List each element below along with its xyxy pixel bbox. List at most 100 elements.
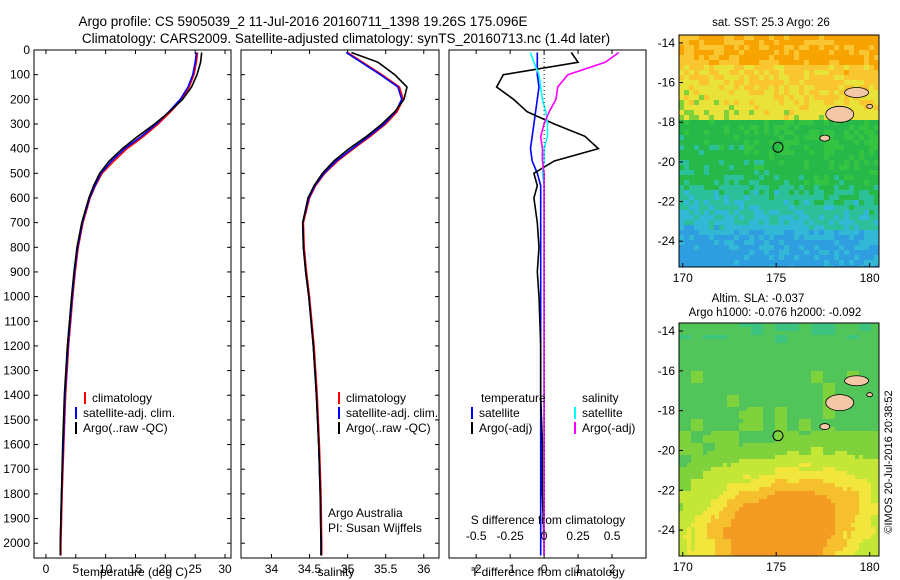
map-cell	[759, 180, 765, 186]
map-cell	[814, 205, 820, 211]
sla-map-title-line2: Argo h1000: -0.076 h2000: -0.092	[689, 307, 862, 319]
map-cell	[749, 135, 755, 141]
map-cell	[834, 125, 840, 131]
map-cell	[844, 155, 850, 161]
s-tick-label: -0.25	[496, 529, 524, 543]
map-cell	[874, 235, 879, 241]
map-cell	[791, 355, 796, 360]
map-cell	[683, 399, 688, 404]
map-cell	[683, 395, 688, 400]
map-cell	[863, 535, 868, 540]
map-cell	[703, 423, 708, 428]
map-cell	[799, 255, 805, 261]
map-cell	[689, 80, 695, 86]
map-cell	[803, 331, 808, 336]
map-cell	[729, 165, 735, 171]
map-cell	[804, 155, 810, 161]
map-cell	[779, 511, 784, 516]
map-cell	[703, 335, 708, 340]
map-cell	[764, 160, 770, 166]
map-cell	[727, 439, 732, 444]
map-cell	[719, 403, 724, 408]
map-cell	[719, 359, 724, 364]
map-cell	[783, 431, 788, 436]
map-cell	[691, 415, 696, 420]
map-cell	[759, 371, 764, 376]
map-cell	[719, 367, 724, 372]
map-cell	[679, 503, 684, 508]
map-cell	[807, 363, 812, 368]
map-cell	[779, 503, 784, 508]
map-cell	[779, 105, 785, 111]
map-cell	[683, 515, 688, 520]
map-cell	[684, 115, 690, 121]
map-cell	[819, 359, 824, 364]
map-cell	[735, 339, 740, 344]
map-cell	[863, 499, 868, 504]
map-cell	[863, 427, 868, 432]
map-cell	[855, 487, 860, 492]
map-cell	[827, 355, 832, 360]
map-cell	[819, 85, 825, 91]
map-cell	[855, 491, 860, 496]
map-cell	[827, 431, 832, 436]
map-cell	[694, 225, 700, 231]
map-cell	[687, 427, 692, 432]
map-cell	[779, 230, 785, 236]
map-cell	[744, 205, 750, 211]
map-cell	[809, 105, 815, 111]
map-cell	[724, 265, 730, 267]
map-cell	[867, 507, 872, 512]
map-cell	[847, 443, 852, 448]
map-cell	[699, 50, 705, 56]
map-cell	[764, 135, 770, 141]
map-cell	[811, 363, 816, 368]
map-cell	[834, 145, 840, 151]
map-cell	[719, 35, 725, 41]
map-cell	[787, 395, 792, 400]
map-cell	[734, 45, 740, 51]
map-cell	[811, 547, 816, 552]
map-cell	[694, 85, 700, 91]
map-cell	[689, 95, 695, 101]
map-cell	[679, 395, 684, 400]
map-cell	[735, 543, 740, 548]
map-cell	[683, 407, 688, 412]
map-cell	[783, 399, 788, 404]
map-cell	[839, 527, 844, 532]
map-cell	[679, 60, 685, 66]
x-tick-label: 0	[541, 562, 548, 576]
map-cell	[751, 371, 756, 376]
map-cell	[759, 423, 764, 428]
map-cell	[859, 205, 865, 211]
map-cell	[791, 403, 796, 408]
map-cell	[855, 427, 860, 432]
map-cell	[809, 75, 815, 81]
map-cell	[751, 451, 756, 456]
map-cell	[703, 351, 708, 356]
map-cell	[764, 95, 770, 101]
map-cell	[771, 383, 776, 388]
map-cell	[723, 447, 728, 452]
map-cell	[803, 359, 808, 364]
map-cell	[839, 40, 845, 46]
map-cell	[849, 95, 855, 101]
map-cell	[779, 339, 784, 344]
map-cell	[727, 355, 732, 360]
map-cell	[824, 190, 830, 196]
map-cell	[764, 55, 770, 61]
map-cell	[729, 135, 735, 141]
map-cell	[759, 395, 764, 400]
map-cell	[703, 391, 708, 396]
map-cell	[809, 245, 815, 251]
map-cell	[849, 120, 855, 126]
map-cell	[747, 323, 752, 328]
map-cell	[767, 355, 772, 360]
map-cell	[831, 455, 836, 460]
map-cell	[715, 523, 720, 528]
map-cell	[863, 363, 868, 368]
map-cell	[679, 471, 684, 476]
map-cell	[694, 65, 700, 71]
map-cell	[759, 245, 765, 251]
map-cell	[734, 95, 740, 101]
